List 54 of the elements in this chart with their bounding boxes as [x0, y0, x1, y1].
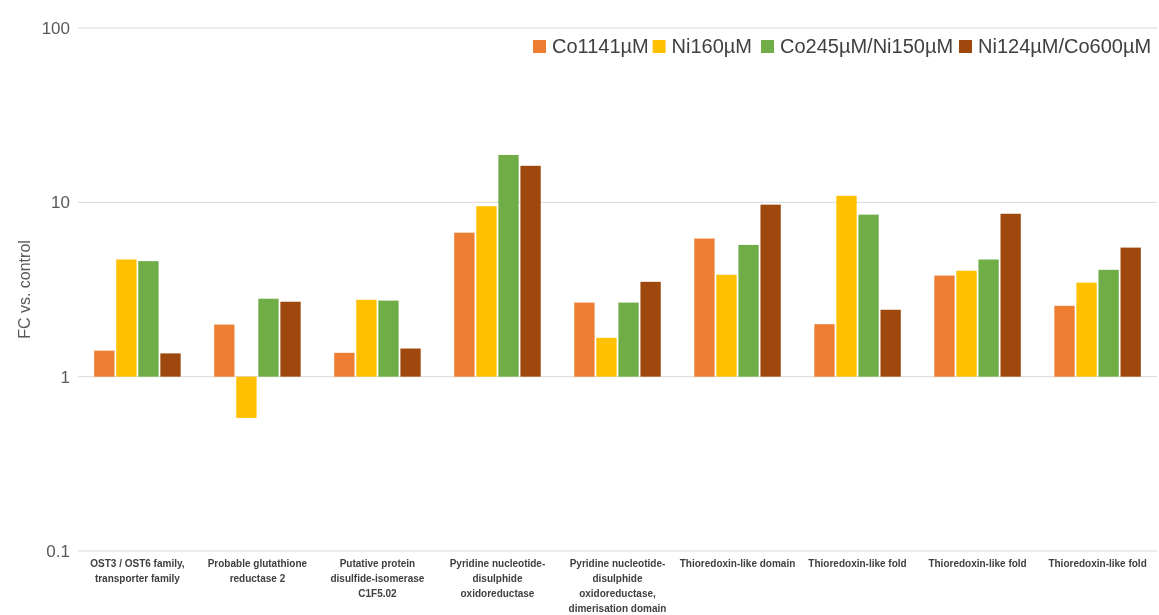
bar — [94, 350, 115, 377]
x-tick-label: Thioredoxin-like fold — [1048, 558, 1147, 569]
y-axis-title: FC vs. control — [16, 240, 33, 339]
legend-label: Ni124µM/Co600µM — [978, 35, 1152, 57]
bar — [476, 206, 497, 377]
bar — [814, 324, 835, 377]
bar — [160, 353, 181, 377]
x-tick-label: Thioredoxin-like domain — [679, 558, 796, 569]
bar — [214, 324, 235, 377]
x-tick-label: Thioredoxin-like fold — [928, 558, 1027, 569]
bar — [236, 376, 257, 418]
bar — [574, 302, 595, 377]
bar — [618, 302, 639, 377]
bar — [258, 298, 279, 377]
legend-label: Co245µM/Ni150µM — [780, 35, 954, 57]
bar — [1000, 213, 1021, 377]
bar — [858, 214, 879, 377]
bar — [280, 301, 301, 377]
bar — [978, 259, 999, 377]
bar — [498, 154, 519, 377]
bar — [400, 348, 421, 377]
bar — [138, 261, 159, 377]
bar — [880, 309, 901, 377]
bar — [116, 259, 137, 377]
x-tick-label: Pyridine nucleotide-disulphide oxidoreductase, dimerisation domain — [568, 558, 667, 614]
legend-label: Co1141µM — [552, 35, 649, 57]
x-tick-label: Thioredoxin-like fold — [808, 558, 907, 569]
x-tick-label: Pyridine nucleotide-disulphide oxidoreductase — [449, 558, 546, 599]
bar — [1054, 305, 1075, 377]
bar — [738, 244, 759, 377]
bar — [836, 195, 857, 377]
bar — [640, 281, 661, 377]
x-tick-label: OST3 / OST6 family, transporter family — [90, 558, 185, 584]
bar — [716, 274, 737, 377]
bar — [356, 299, 377, 377]
bar — [1076, 282, 1097, 377]
bar — [520, 165, 541, 377]
bar — [1098, 269, 1119, 377]
legend-label: Ni160µM — [671, 35, 753, 57]
bar — [334, 352, 355, 377]
bar — [694, 238, 715, 377]
bar — [454, 232, 475, 377]
y-tick-label: 100 — [41, 18, 70, 38]
x-tick-label: Probable glutathione reductase 2 — [207, 558, 308, 584]
bar — [760, 204, 781, 377]
y-tick-label: 0.1 — [46, 541, 70, 561]
y-tick-label: 1 — [60, 367, 70, 387]
x-tick-label: Putative protein disulfide-isomerase C1F5.02 — [330, 558, 425, 599]
bar — [596, 337, 617, 377]
bar — [934, 275, 955, 377]
bar — [1120, 247, 1141, 377]
bar — [956, 270, 977, 377]
y-tick-label: 10 — [51, 193, 70, 213]
bar — [378, 300, 399, 377]
